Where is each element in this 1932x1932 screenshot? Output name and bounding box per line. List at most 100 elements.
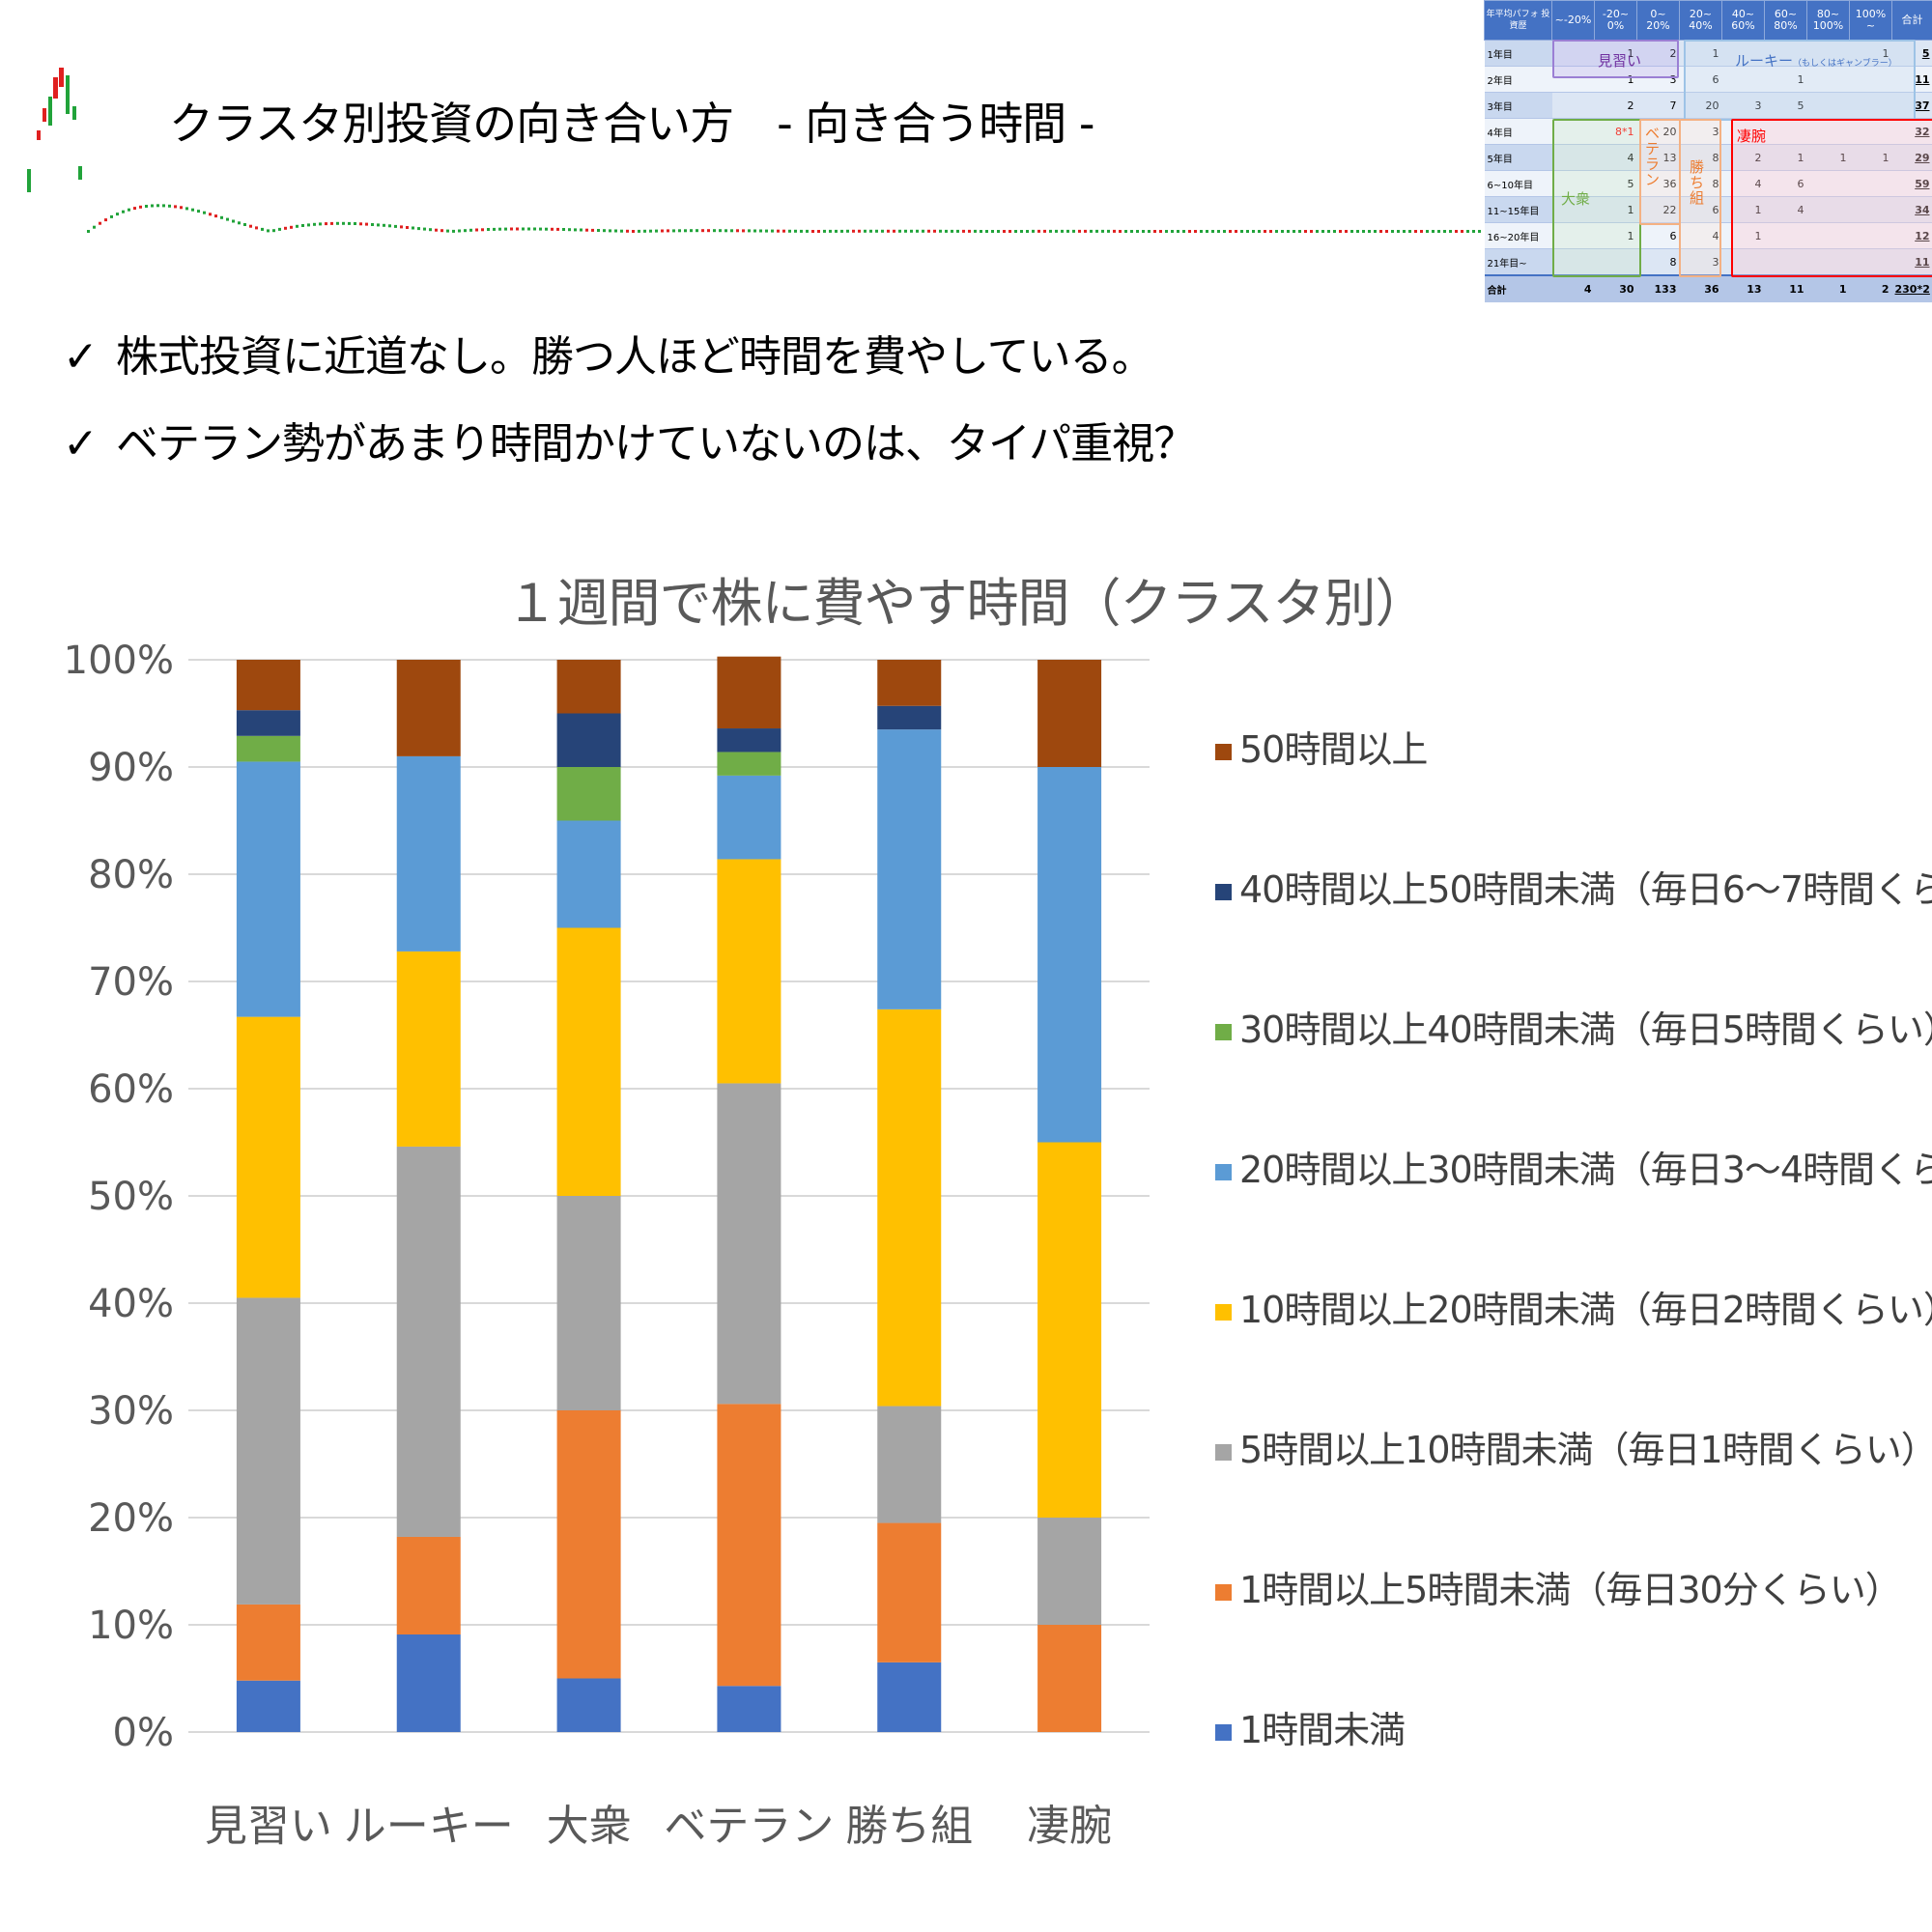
wave-dot <box>1472 230 1475 233</box>
table-cell: 11 <box>1891 66 1932 93</box>
bar-segment <box>877 705 942 730</box>
wave-dot <box>493 227 496 231</box>
table-cell <box>1551 66 1595 93</box>
table-cell: 2 <box>1594 92 1637 119</box>
wave-dot <box>1003 230 1006 233</box>
wave-dot <box>1304 230 1307 233</box>
wave-dot <box>226 217 229 221</box>
table-cell: 11 <box>1764 274 1807 302</box>
wave-dot <box>214 214 217 218</box>
wave-dot <box>1043 229 1046 233</box>
wave-dot <box>1171 230 1174 233</box>
row-header-cell: 2年目 <box>1484 66 1552 93</box>
wave-dot <box>417 227 420 231</box>
table-cell <box>1849 222 1892 249</box>
wave-dot <box>945 229 948 233</box>
wave-dot <box>87 230 90 233</box>
wave-dot <box>893 229 895 233</box>
wave-dot <box>122 210 125 213</box>
table-cell <box>1806 118 1850 145</box>
legend-swatch <box>1215 1444 1232 1461</box>
wave-dot <box>498 227 501 231</box>
checkmark-icon: ✓ <box>63 419 99 469</box>
wave-dot <box>742 229 745 233</box>
legend-item: 10時間以上20時間未満（毎日2時間くらい） <box>1215 1280 1932 1333</box>
candlestick-logo <box>27 68 1481 233</box>
legend-item: 5時間以上10時間未満（毎日1時間くらい） <box>1215 1420 1932 1473</box>
table-row: 6~10年目 5 36 8 4 6 59 <box>1484 170 1932 197</box>
bar-segment <box>236 1604 300 1681</box>
wave-dot <box>794 229 797 233</box>
table-cell: 20 <box>1636 118 1680 145</box>
bar-segment <box>236 735 300 762</box>
legend-swatch <box>1215 744 1232 760</box>
table-cell <box>1849 92 1892 119</box>
wave-dot <box>296 224 298 228</box>
wave-dot <box>452 229 455 233</box>
table-cell <box>1764 222 1807 249</box>
wave-dot <box>835 229 838 233</box>
wave-dot <box>1061 229 1064 233</box>
wave-dot <box>1443 230 1446 233</box>
bar-segment <box>717 775 781 860</box>
table-cell: 8 <box>1636 248 1680 276</box>
table-cell <box>1764 118 1807 145</box>
table-row: 11~15年目 1 22 6 1 4 34 <box>1484 196 1932 223</box>
wave-dot <box>1177 230 1179 233</box>
wave-dot <box>759 229 762 233</box>
wave-dot <box>1385 230 1388 233</box>
wave-dot <box>638 229 640 233</box>
wave-dot <box>1432 230 1435 233</box>
legend-swatch <box>1215 1724 1232 1741</box>
wave-dot <box>203 211 206 214</box>
row-header-cell: 4年目 <box>1484 118 1552 145</box>
table-cell <box>1551 196 1595 223</box>
wave-dot <box>1379 230 1382 233</box>
table-cell <box>1806 170 1850 197</box>
wave-dot <box>464 229 467 233</box>
wave-dot <box>858 229 861 233</box>
table-header-cell: 年平均パフォ 投資歴 <box>1484 0 1552 41</box>
wave-dot <box>1136 230 1139 233</box>
wave-dot <box>1414 230 1417 233</box>
wave-dot <box>220 215 223 219</box>
wave-dot <box>672 229 675 233</box>
wave-dot <box>568 228 571 232</box>
wave-dot <box>110 214 113 218</box>
table-cell: 3 <box>1721 92 1765 119</box>
table-cell: 3 <box>1679 248 1722 276</box>
bar-segment <box>1037 1625 1102 1732</box>
legend-label: 1時間未満 <box>1239 1709 1406 1751</box>
wave-dot <box>696 229 698 233</box>
wave-dot <box>1356 230 1359 233</box>
wave-dot <box>156 204 159 208</box>
wave-dot <box>800 229 803 233</box>
bullet-point: ✓ ベテラン勢があまり時間かけていないのは、タイパ重視？ <box>63 409 1196 470</box>
wave-dot <box>1032 229 1035 233</box>
bar-segment <box>1037 1142 1102 1518</box>
wave-dot <box>1339 230 1342 233</box>
table-cell <box>1849 118 1892 145</box>
wave-dot <box>643 229 646 233</box>
bar-segment <box>717 859 781 1084</box>
table-cell: 36 <box>1636 170 1680 197</box>
table-cell: 1 <box>1594 196 1637 223</box>
y-tick-label: 100% <box>64 639 174 683</box>
bar-segment <box>877 729 942 1009</box>
wave-dot <box>1420 230 1423 233</box>
table-cell: 1 <box>1721 222 1765 249</box>
table-cell: 1 <box>1849 144 1892 171</box>
wave-dot <box>1014 230 1017 233</box>
wave-dot <box>632 230 635 233</box>
table-row: 2年目 1 3 6 1 11 <box>1484 66 1932 93</box>
wave-dot <box>962 229 965 233</box>
wave-dot <box>1269 230 1272 233</box>
wave-dot <box>1281 230 1284 233</box>
table-cell: 4 <box>1594 144 1637 171</box>
table-cell: 1 <box>1849 40 1892 67</box>
wave-dot <box>701 229 704 233</box>
legend-label: 40時間以上50時間未満（毎日6～7時間くらい） <box>1239 868 1932 911</box>
table-row: 21年目~ 8 3 11 <box>1484 248 1932 276</box>
legend-swatch <box>1215 1024 1232 1040</box>
legend-item: 50時間以上 <box>1215 720 1428 773</box>
